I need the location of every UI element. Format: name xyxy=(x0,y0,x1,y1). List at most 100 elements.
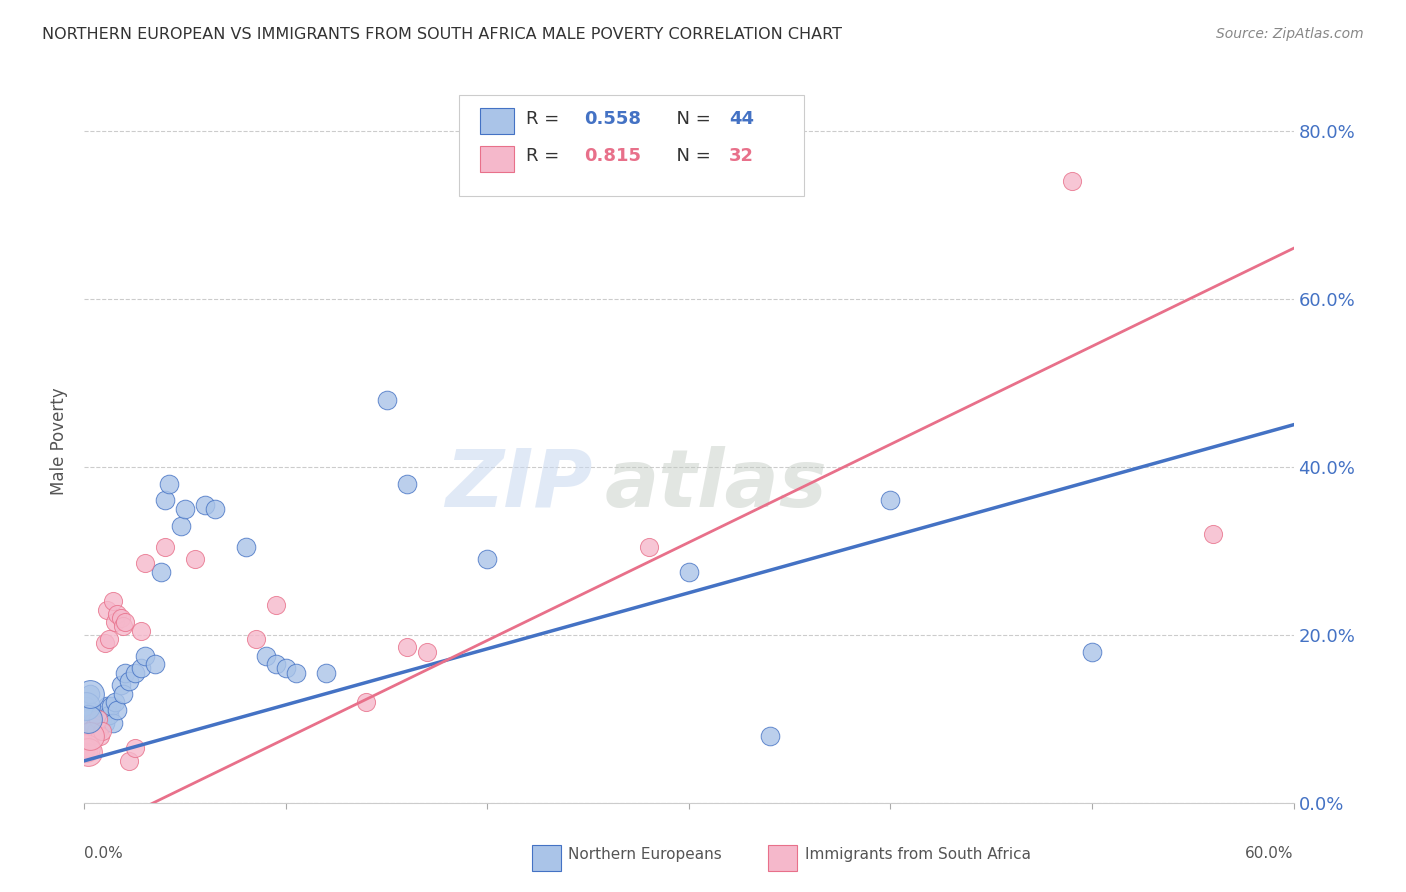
Point xyxy=(274,661,297,675)
FancyBboxPatch shape xyxy=(460,95,804,196)
Point xyxy=(157,476,180,491)
Point xyxy=(375,392,398,407)
Point xyxy=(254,648,277,663)
Point xyxy=(114,665,136,680)
Point xyxy=(79,729,101,743)
Point xyxy=(110,678,132,692)
Point xyxy=(129,624,152,638)
Point xyxy=(637,540,659,554)
Text: 0.815: 0.815 xyxy=(583,147,641,165)
Text: atlas: atlas xyxy=(605,446,827,524)
FancyBboxPatch shape xyxy=(768,846,797,871)
Point xyxy=(77,745,100,759)
Y-axis label: Male Poverty: Male Poverty xyxy=(51,388,69,495)
Point xyxy=(83,720,105,734)
Point xyxy=(124,665,146,680)
Point xyxy=(124,741,146,756)
Point xyxy=(87,712,110,726)
Point xyxy=(77,712,100,726)
Point xyxy=(105,703,128,717)
Point xyxy=(245,632,267,646)
Point xyxy=(315,665,337,680)
Point xyxy=(149,565,172,579)
Text: R =: R = xyxy=(526,110,565,128)
Point xyxy=(86,724,108,739)
Point xyxy=(395,640,418,655)
Point xyxy=(91,712,114,726)
Point xyxy=(416,644,439,658)
Point xyxy=(75,699,97,714)
Point xyxy=(204,501,226,516)
Point xyxy=(82,716,104,731)
Point xyxy=(79,687,101,701)
Point xyxy=(104,695,127,709)
Point xyxy=(97,632,120,646)
Point xyxy=(79,729,101,743)
Point xyxy=(104,615,127,630)
Text: Northern Europeans: Northern Europeans xyxy=(568,847,721,863)
Point xyxy=(110,611,132,625)
Point xyxy=(87,724,110,739)
Point xyxy=(101,594,124,608)
Point xyxy=(153,540,176,554)
Point xyxy=(118,673,141,688)
Point xyxy=(174,501,197,516)
Point xyxy=(83,720,105,734)
Text: 32: 32 xyxy=(728,147,754,165)
Point xyxy=(184,552,207,566)
Point xyxy=(82,705,104,719)
Text: 0.0%: 0.0% xyxy=(84,847,124,861)
Point xyxy=(101,716,124,731)
Point xyxy=(129,661,152,675)
Point xyxy=(105,607,128,621)
Point xyxy=(111,687,134,701)
Text: 0.558: 0.558 xyxy=(583,110,641,128)
Point xyxy=(1202,527,1225,541)
Point xyxy=(758,729,780,743)
Point xyxy=(89,707,111,722)
Point xyxy=(395,476,418,491)
Point xyxy=(134,648,156,663)
Text: Immigrants from South Africa: Immigrants from South Africa xyxy=(806,847,1031,863)
Point xyxy=(100,699,122,714)
Point xyxy=(89,729,111,743)
Point xyxy=(194,498,217,512)
Point xyxy=(97,707,120,722)
Point xyxy=(235,540,257,554)
Text: 60.0%: 60.0% xyxy=(1246,847,1294,861)
Point xyxy=(79,687,101,701)
FancyBboxPatch shape xyxy=(479,109,513,135)
Point xyxy=(143,657,166,672)
FancyBboxPatch shape xyxy=(531,846,561,871)
Point xyxy=(477,552,499,566)
Point xyxy=(75,699,97,714)
Point xyxy=(93,636,115,650)
Point xyxy=(114,615,136,630)
Point xyxy=(153,493,176,508)
Text: N =: N = xyxy=(665,110,716,128)
Point xyxy=(264,657,287,672)
Point xyxy=(86,716,108,731)
Point xyxy=(285,665,308,680)
Text: N =: N = xyxy=(665,147,716,165)
Point xyxy=(93,716,115,731)
Point xyxy=(264,599,287,613)
Point xyxy=(356,695,378,709)
Point xyxy=(118,754,141,768)
Text: R =: R = xyxy=(526,147,565,165)
Point xyxy=(75,741,97,756)
Point xyxy=(134,557,156,571)
Point xyxy=(77,745,100,759)
Text: ZIP: ZIP xyxy=(444,446,592,524)
Point xyxy=(96,699,118,714)
Point xyxy=(96,602,118,616)
Point xyxy=(170,518,193,533)
Point xyxy=(678,565,700,579)
FancyBboxPatch shape xyxy=(479,146,513,172)
Point xyxy=(879,493,901,508)
Point xyxy=(77,712,100,726)
Text: NORTHERN EUROPEAN VS IMMIGRANTS FROM SOUTH AFRICA MALE POVERTY CORRELATION CHART: NORTHERN EUROPEAN VS IMMIGRANTS FROM SOU… xyxy=(42,27,842,42)
Text: 44: 44 xyxy=(728,110,754,128)
Point xyxy=(91,724,114,739)
Point xyxy=(1060,174,1083,188)
